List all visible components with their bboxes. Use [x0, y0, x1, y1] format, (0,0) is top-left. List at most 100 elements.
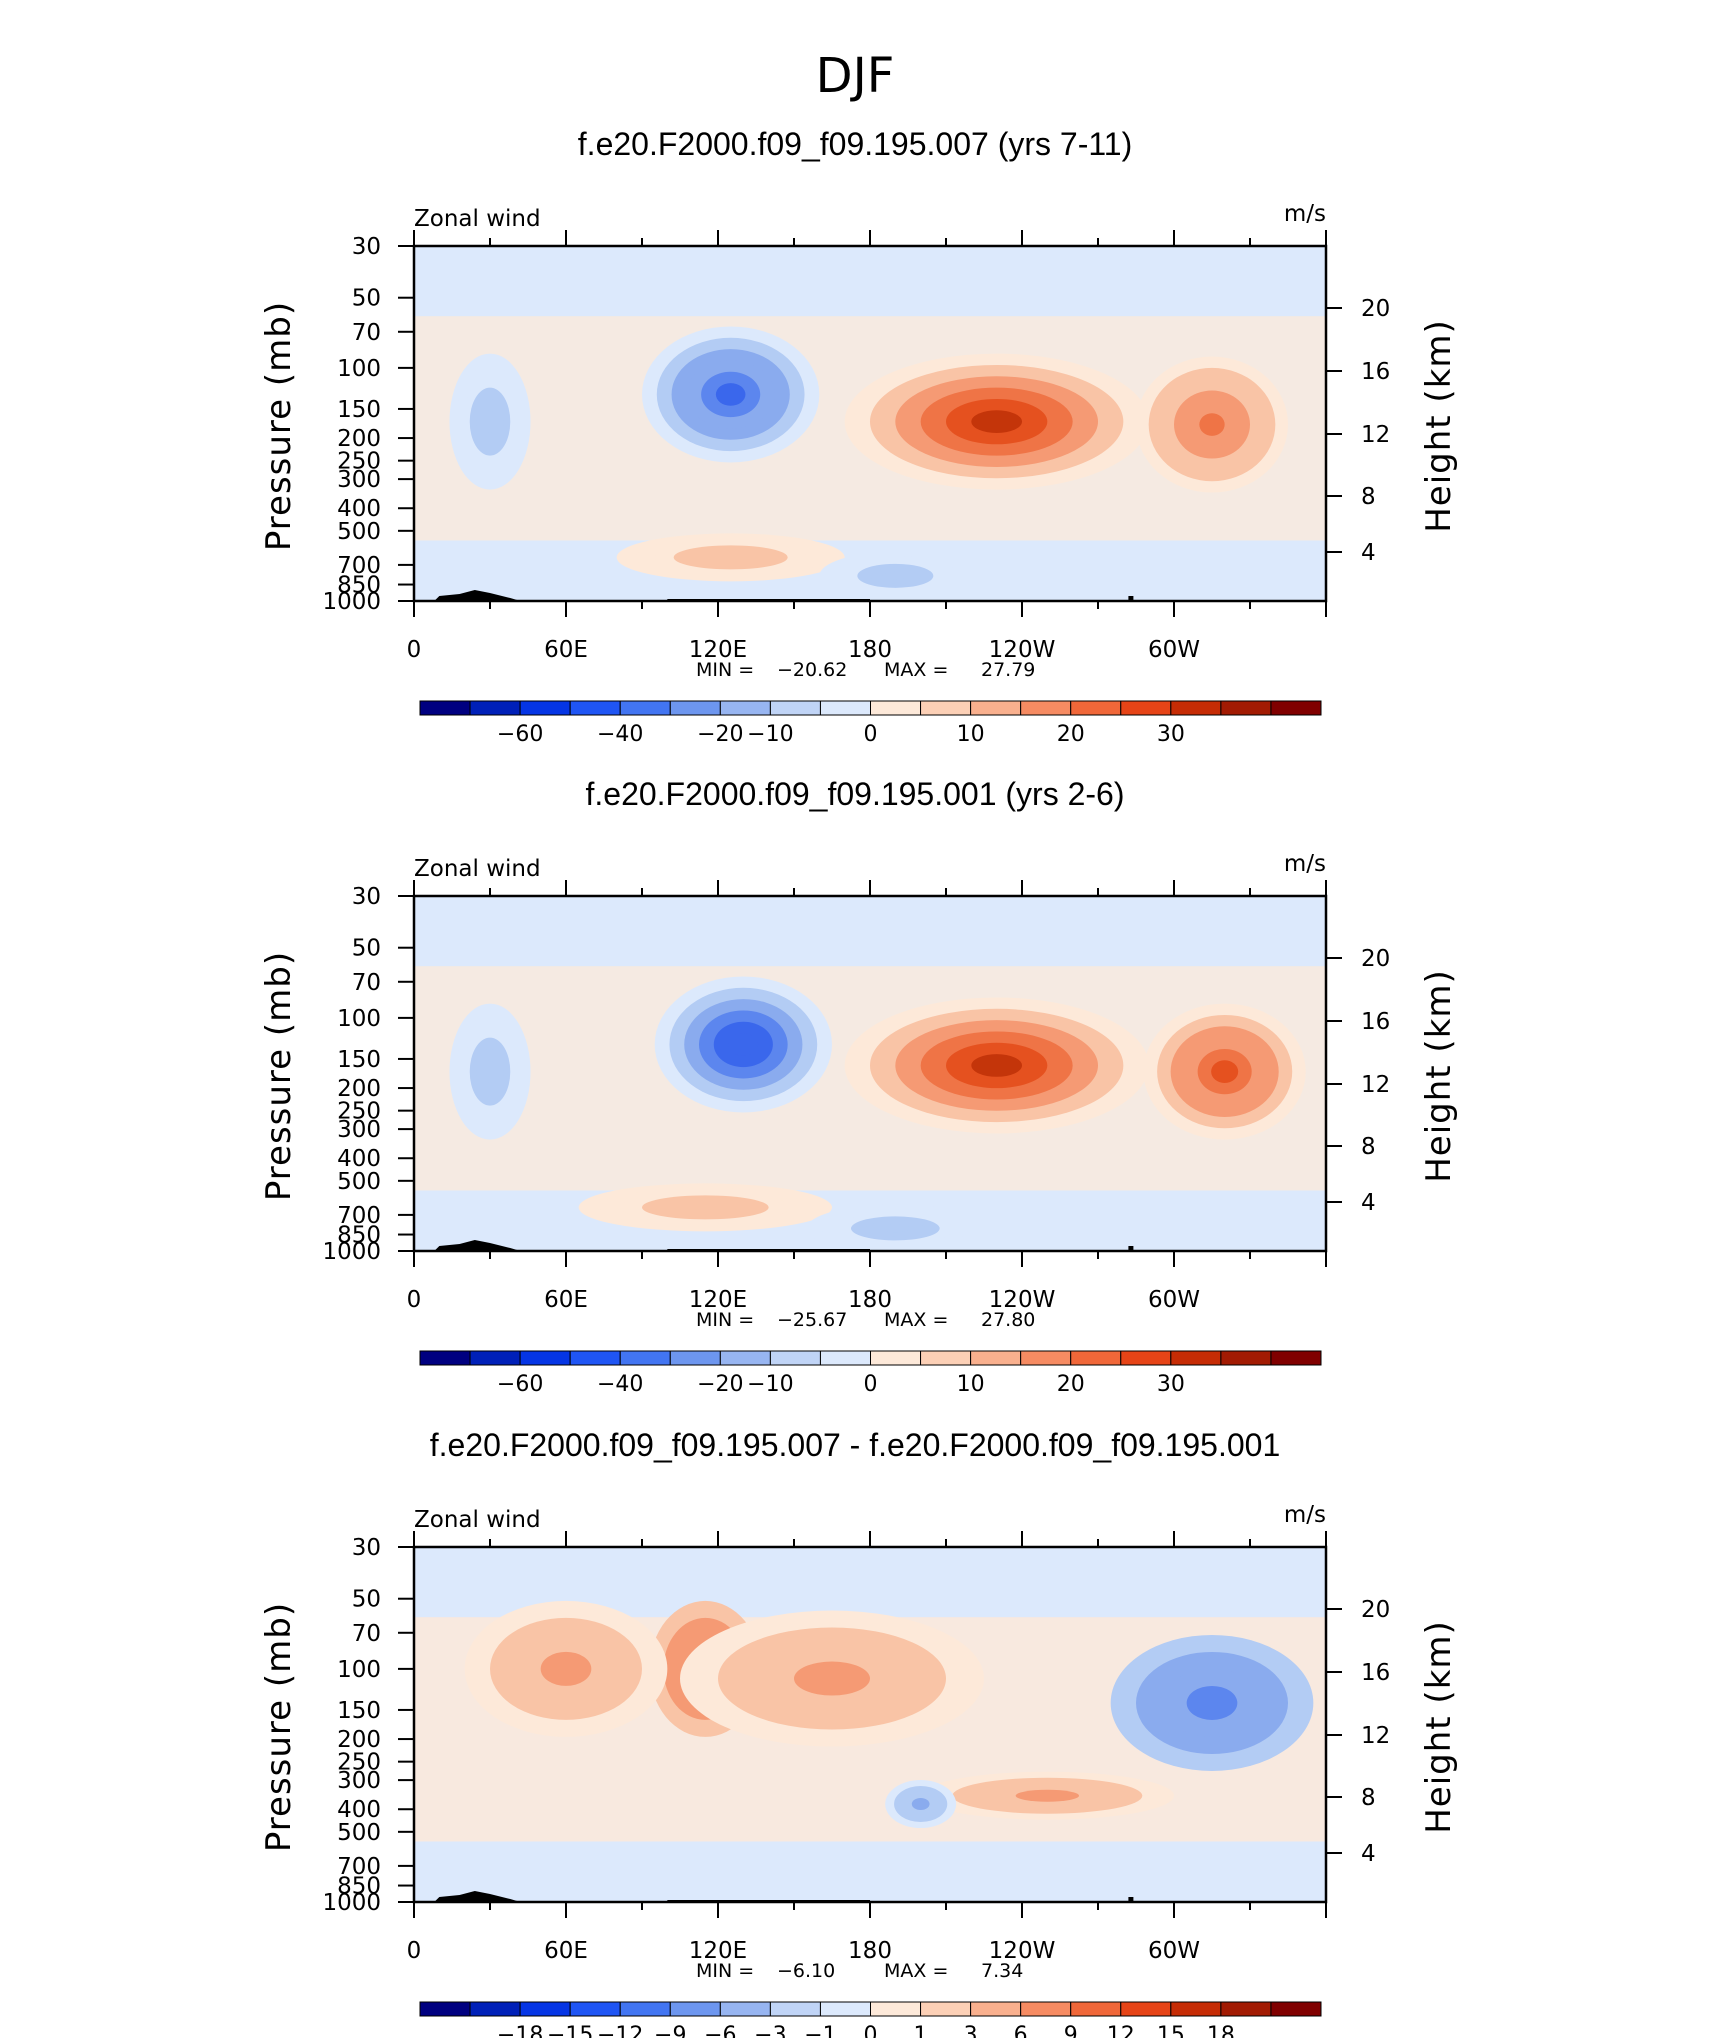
colorbar-swatch — [519, 1350, 571, 1366]
y-tick-label: 250 — [337, 1750, 381, 1776]
colorbar-tick-label: 0 — [864, 1372, 878, 1397]
y2-tick-label: 8 — [1361, 1134, 1376, 1160]
max-value: 27.80 — [981, 1309, 1035, 1331]
colorbar-swatch — [419, 2001, 471, 2017]
figure-title: DJF — [816, 48, 895, 104]
x-tick-label: 180 — [848, 1287, 892, 1313]
contour-feature-4 — [794, 1661, 870, 1696]
contour-feature-5 — [711, 553, 750, 562]
colorbar-tick-label: 0 — [864, 722, 878, 747]
max-label: MAX = — [884, 659, 948, 681]
contour-feature-2 — [971, 410, 1023, 433]
colorbar-swatch — [419, 1350, 471, 1366]
y2-axis-label: Height (km) — [1419, 1620, 1459, 1834]
units-label: m/s — [1284, 851, 1326, 877]
colorbar-swatch — [519, 700, 571, 716]
colorbar-swatch — [569, 700, 621, 716]
y-tick-label: 700 — [337, 553, 381, 579]
y-tick-label: 500 — [337, 519, 381, 545]
y-tick-label: 850 — [337, 1874, 381, 1900]
panel-1: f.e20.F2000.f09_f09.195.007 (yrs 7-11) Zo… — [259, 126, 1459, 747]
colorbar-swatch — [769, 1350, 821, 1366]
colorbar-tick-label: −18 — [497, 2023, 543, 2038]
x-tick-label: 0 — [407, 1287, 422, 1313]
colorbar: −60 −40 −20 −10 0 10 20 30 — [419, 1350, 1322, 1397]
panel-title: f.e20.F2000.f09_f09.195.001 (yrs 2-6) — [585, 776, 1124, 812]
colorbar-tick-label: 30 — [1157, 1372, 1185, 1397]
colorbar-swatch — [1270, 700, 1322, 716]
variable-label: Zonal wind — [414, 206, 541, 232]
colorbar-tick-label: −10 — [747, 1372, 793, 1397]
x-tick-label: 60E — [544, 637, 588, 663]
contour-field — [414, 246, 1326, 601]
x-tick-label: 120E — [689, 637, 747, 663]
y-tick-label: 150 — [337, 1698, 381, 1724]
contour-feature-3 — [1199, 413, 1225, 436]
y-tick-label: 500 — [337, 1169, 381, 1195]
colorbar-swatch — [669, 700, 721, 716]
colorbar-swatch — [1070, 700, 1122, 716]
colorbar-tick-label: −40 — [597, 722, 643, 747]
panels: f.e20.F2000.f09_f09.195.007 (yrs 7-11) Zo… — [259, 126, 1459, 2038]
terrain-asia — [434, 1240, 521, 1251]
x-tick-label: 60W — [1148, 637, 1200, 663]
terrain-asia — [434, 590, 521, 601]
y-tick-label: 50 — [352, 286, 381, 312]
colorbar-swatch — [1170, 700, 1222, 716]
colorbar-swatch — [819, 700, 872, 716]
max-value: 27.79 — [981, 659, 1035, 681]
y-axis-label: Pressure (mb) — [259, 1602, 299, 1852]
contour-feature-4 — [483, 410, 497, 433]
colorbar-swatch — [1070, 2001, 1122, 2017]
terrain-rockies — [1128, 1897, 1134, 1902]
x-tick-label: 60W — [1148, 1938, 1200, 1964]
colorbar-swatch — [569, 2001, 621, 2017]
colorbar: −18 −15 −12 −9 −6 −3 −1 0 1 3 6 9 12 15 18 — [419, 2001, 1322, 2038]
contour-feature-1 — [728, 1033, 759, 1056]
y2-tick-label: 8 — [1361, 484, 1376, 510]
colorbar-tick-label: 0 — [864, 2023, 878, 2038]
y-tick-label: 30 — [352, 1535, 381, 1561]
colorbar-tick-label: 6 — [1014, 2023, 1028, 2038]
y-tick-label: 1000 — [322, 1890, 381, 1916]
max-label: MAX = — [884, 1309, 948, 1331]
colorbar-swatch — [769, 700, 821, 716]
colorbar-swatch — [1170, 1350, 1222, 1366]
colorbar-swatch — [1220, 700, 1272, 716]
y-tick-label: 400 — [337, 496, 381, 522]
contour-feature-6 — [911, 1798, 930, 1811]
colorbar-tick-label: 10 — [957, 722, 985, 747]
y2-tick-label: 4 — [1361, 540, 1376, 566]
x-tick-label: 120W — [989, 1287, 1056, 1313]
colorbar-tick-label: −15 — [547, 2023, 593, 2038]
y-tick-label: 250 — [337, 449, 381, 475]
y2-axis-label: Height (km) — [1419, 969, 1459, 1183]
max-value: 7.34 — [981, 1960, 1023, 1982]
colorbar-tick-label: −20 — [697, 1372, 743, 1397]
colorbar-swatch — [1020, 2001, 1072, 2017]
contour-feature-5 — [1015, 1789, 1079, 1802]
terrain-rockies — [1128, 596, 1134, 601]
colorbar-swatch — [669, 1350, 721, 1366]
min-label: MIN = — [696, 1309, 754, 1331]
colorbar-tick-label: 30 — [1157, 722, 1185, 747]
x-tick-label: 60E — [544, 1938, 588, 1964]
y-tick-label: 300 — [337, 1768, 381, 1794]
y-tick-label: 150 — [337, 397, 381, 423]
y-tick-label: 70 — [352, 1621, 381, 1647]
colorbar-tick-label: −60 — [497, 1372, 543, 1397]
colorbar-swatch — [719, 1350, 771, 1366]
x-tick-label: 0 — [407, 1938, 422, 1964]
y-tick-label: 500 — [337, 1820, 381, 1846]
colorbar-tick-label: 20 — [1057, 1372, 1085, 1397]
colorbar-swatch — [469, 700, 521, 716]
y-tick-label: 300 — [337, 1117, 381, 1143]
max-label: MAX = — [884, 1960, 948, 1982]
colorbar-swatch — [1020, 700, 1072, 716]
colorbar-tick-label: 15 — [1157, 2023, 1185, 2038]
colorbar-swatch — [469, 1350, 521, 1366]
panel-3: f.e20.F2000.f09_f09.195.007 - f.e20.F200… — [259, 1427, 1459, 2038]
min-value: −6.10 — [777, 1960, 835, 1982]
colorbar-swatch — [819, 1350, 872, 1366]
